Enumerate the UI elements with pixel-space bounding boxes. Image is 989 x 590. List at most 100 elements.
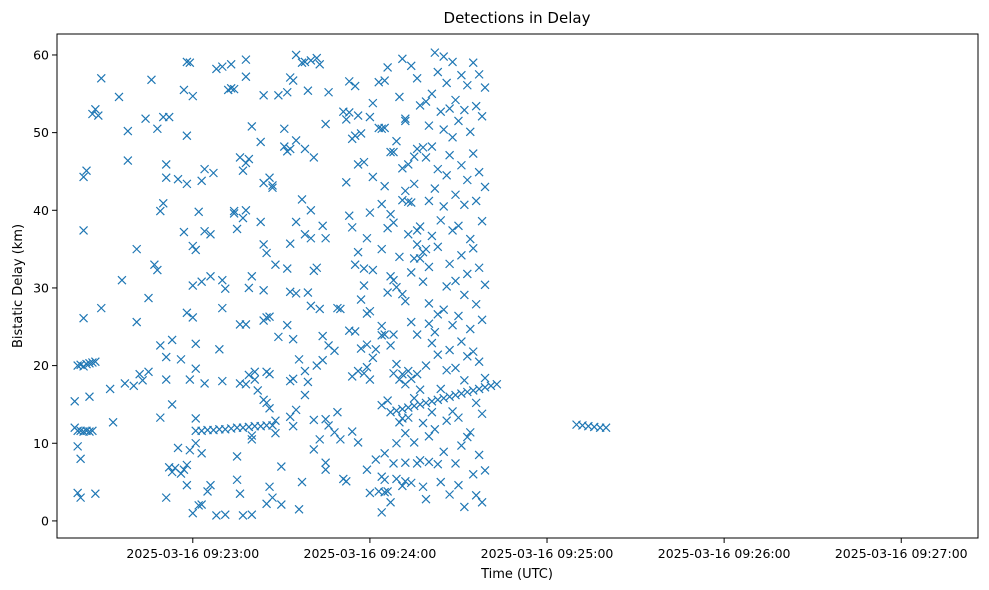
detection-point-223	[333, 303, 342, 313]
detection-point-220	[324, 420, 334, 430]
detection-point-427	[456, 337, 466, 346]
detection-point-41	[161, 160, 171, 169]
detection-point-214	[321, 233, 331, 243]
detection-point-453	[474, 69, 484, 79]
detection-point-161	[276, 500, 286, 510]
detection-point-177	[288, 421, 298, 431]
detection-point-15	[96, 303, 106, 313]
detection-point-374	[424, 457, 434, 467]
detection-point-208	[315, 304, 325, 314]
detection-point-467	[480, 466, 490, 475]
detection-point-327	[400, 428, 410, 438]
detection-point-197	[306, 205, 316, 215]
detection-point-181	[291, 288, 301, 298]
detection-point-272	[374, 77, 384, 87]
detection-point-283	[380, 76, 390, 86]
detection-point-58	[179, 465, 189, 475]
detection-point-85	[200, 226, 210, 236]
detection-point-321	[397, 481, 407, 491]
detection-point-284	[380, 123, 390, 133]
detection-point-444	[468, 149, 478, 159]
y-tick-label-5: 50	[33, 125, 49, 140]
detection-point-360	[418, 277, 428, 287]
detection-point-441	[465, 324, 475, 334]
detection-point-389	[433, 459, 443, 469]
detection-point-418	[451, 459, 460, 468]
detection-point-264	[365, 375, 375, 385]
detection-point-296	[386, 209, 395, 219]
detection-point-104	[229, 84, 239, 94]
detection-point-421	[454, 311, 463, 321]
detection-point-305	[389, 459, 398, 468]
detection-point-93	[211, 511, 221, 520]
detection-point-109	[232, 475, 242, 485]
detection-point-92	[211, 64, 221, 74]
detection-point-366	[421, 361, 431, 371]
detection-point-33	[149, 260, 159, 270]
detection-point-205	[312, 263, 322, 273]
detection-point-160	[276, 462, 286, 471]
detection-point-114	[238, 166, 248, 176]
detection-point-27	[135, 369, 145, 379]
detection-point-55	[176, 469, 186, 478]
detection-point-212	[318, 355, 328, 365]
detection-point-198	[306, 233, 316, 243]
detection-point-396	[439, 201, 449, 211]
detection-point-88	[206, 229, 215, 239]
detection-point-170	[285, 239, 295, 249]
detection-point-403	[442, 416, 452, 426]
detection-point-259	[362, 362, 372, 372]
detection-point-308	[392, 359, 401, 369]
detection-point-451	[471, 398, 481, 408]
plot-frame	[56, 33, 979, 539]
detection-point-153	[268, 183, 277, 193]
detection-point-131	[250, 367, 260, 377]
detection-point-277	[377, 244, 387, 254]
detection-point-180	[291, 217, 301, 227]
detection-point-430	[459, 200, 469, 210]
detection-point-401	[442, 281, 452, 291]
detection-point-456	[474, 357, 484, 367]
detection-point-174	[288, 76, 298, 86]
detection-point-440	[465, 234, 475, 244]
track-point-29	[397, 404, 407, 414]
detection-point-230	[341, 177, 351, 187]
detection-point-9	[79, 313, 88, 323]
detection-point-334	[403, 413, 413, 423]
detection-point-19	[114, 92, 124, 102]
detection-point-17	[105, 384, 115, 394]
detection-point-383	[430, 424, 440, 434]
detection-point-310	[392, 474, 401, 484]
detection-point-278	[377, 321, 387, 331]
detection-point-392	[436, 384, 446, 394]
detection-point-268	[368, 265, 378, 275]
detection-point-464	[480, 182, 490, 192]
track-point-12	[90, 357, 100, 367]
detection-point-436	[462, 269, 472, 279]
detection-point-420	[454, 221, 463, 231]
track-point-44	[486, 381, 496, 391]
x-tick-label-2: 2025-03-16 09:25:00	[481, 546, 614, 561]
detection-point-171	[285, 287, 295, 297]
detection-point-99	[220, 284, 230, 294]
detection-point-335	[406, 61, 416, 71]
detection-point-317	[397, 195, 407, 205]
detection-point-224	[333, 407, 342, 417]
detection-point-342	[409, 179, 419, 189]
detection-point-356	[415, 385, 425, 395]
detection-point-26	[132, 317, 142, 327]
detection-point-381	[430, 184, 440, 193]
detection-point-176	[288, 374, 298, 384]
detection-point-448	[471, 101, 481, 111]
detection-point-113	[235, 489, 245, 499]
detection-point-87	[203, 486, 212, 496]
detection-point-285	[380, 181, 390, 191]
detection-point-368	[424, 121, 434, 131]
detection-point-67	[185, 445, 195, 455]
detection-point-246	[353, 247, 363, 257]
detection-point-286	[380, 330, 390, 339]
detection-point-355	[415, 254, 425, 263]
detection-point-394	[439, 52, 449, 61]
detection-point-237	[347, 222, 357, 232]
detection-point-25	[132, 244, 142, 254]
